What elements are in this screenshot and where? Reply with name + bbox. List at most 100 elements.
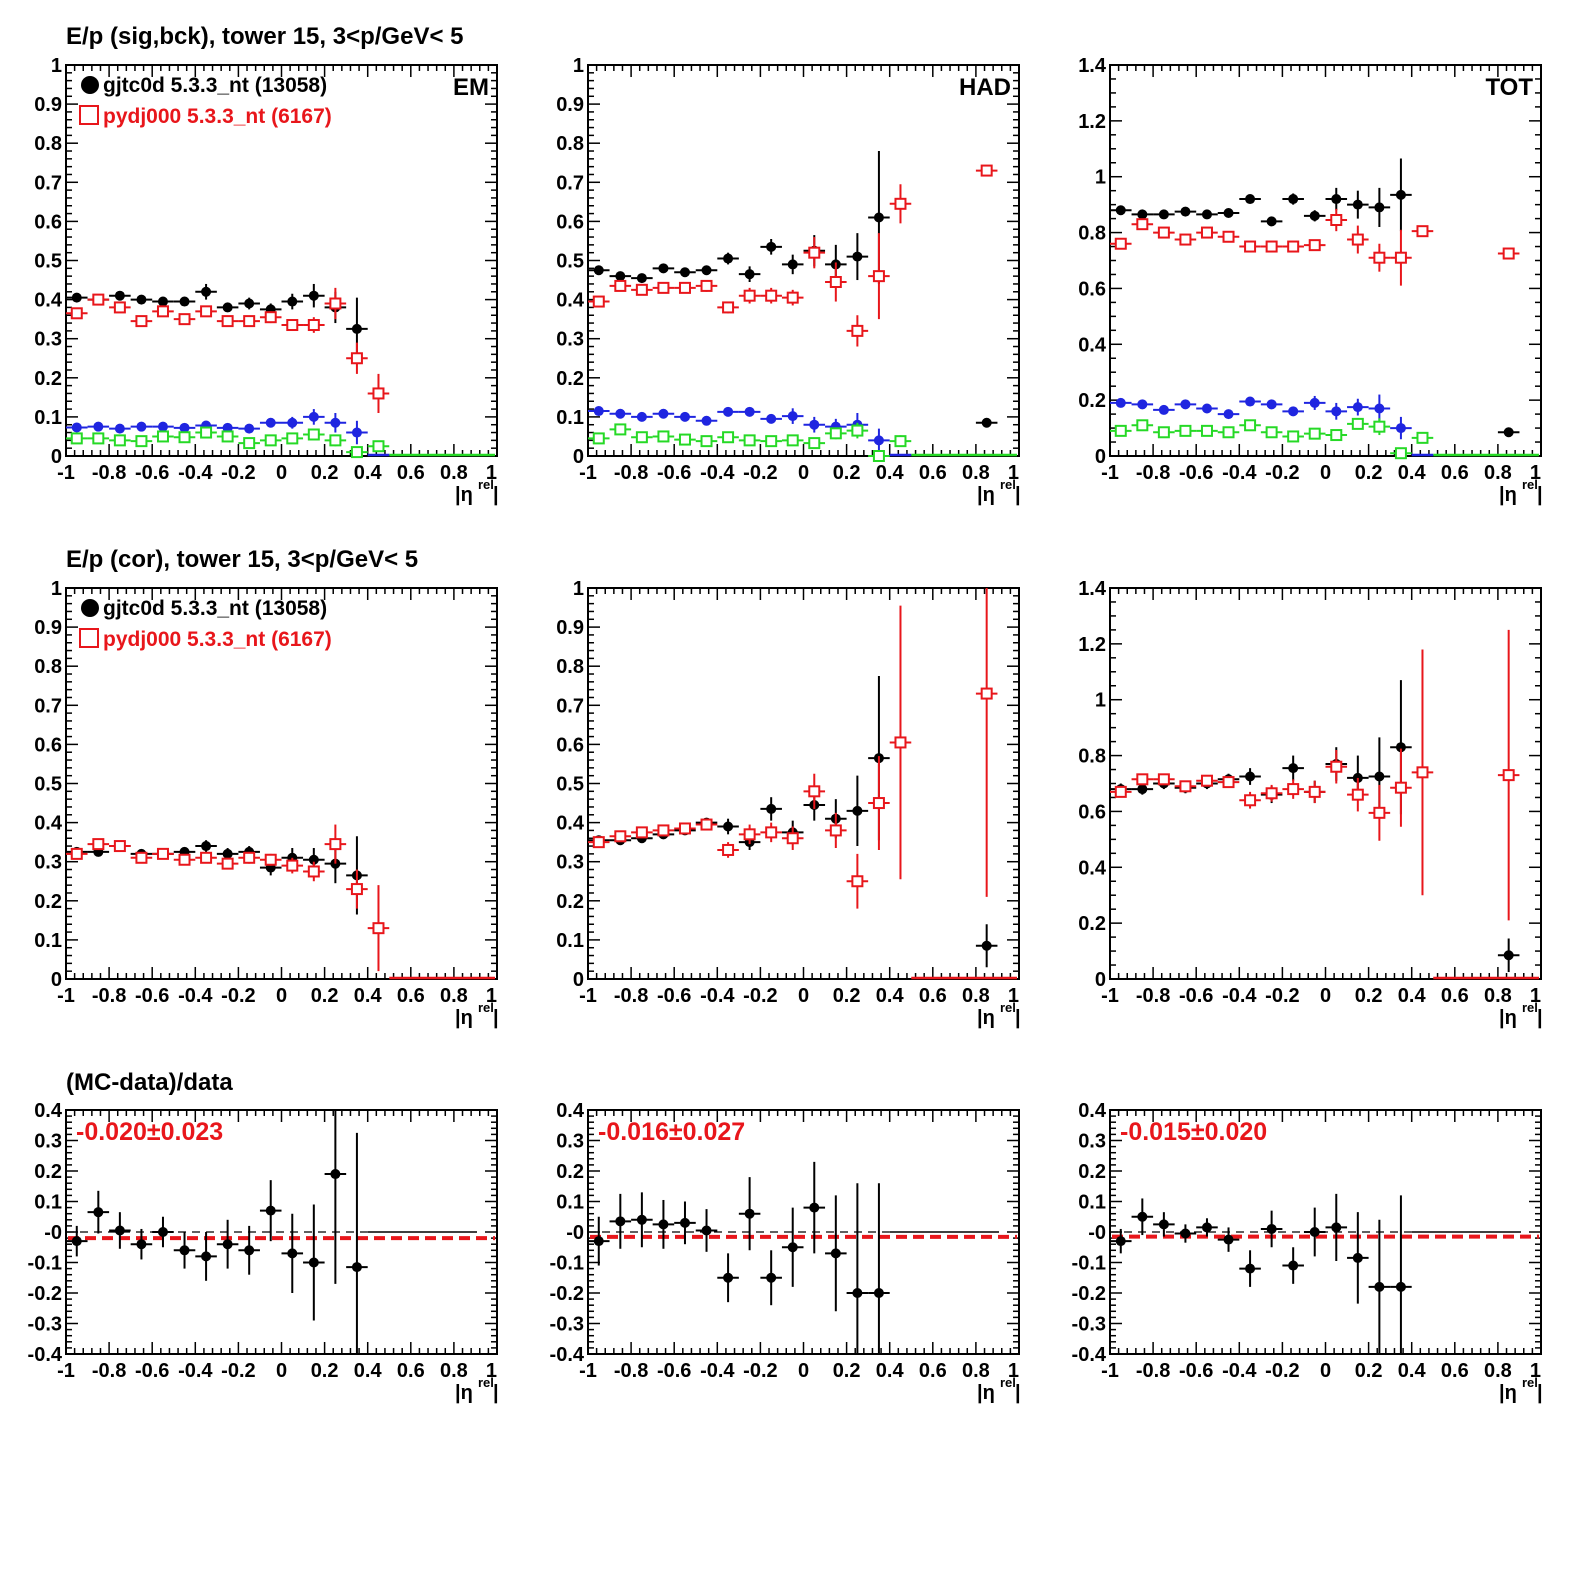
y-tick-label: 0.4	[34, 290, 63, 312]
data-point	[350, 352, 363, 365]
data-point	[308, 854, 319, 865]
data-point	[1265, 240, 1278, 253]
data-point	[1157, 773, 1170, 786]
y-tick-label: 0.8	[34, 133, 62, 155]
x-tick-label: 0.8	[1484, 985, 1512, 1007]
x-tick-label: 0	[1320, 1360, 1331, 1382]
x-tick-label: 0.6	[919, 462, 947, 484]
y-tick-label: 0.2	[556, 1161, 584, 1183]
x-axis-title-sup: rel	[1522, 1000, 1538, 1015]
data-point	[1331, 194, 1342, 205]
y-tick-label: -0.2	[550, 1283, 584, 1305]
x-tick-label: 0.6	[397, 985, 425, 1007]
data-point	[1416, 225, 1429, 238]
data-point	[852, 251, 863, 262]
data-point	[264, 311, 277, 324]
x-tick-label: 0	[798, 1360, 809, 1382]
data-point	[351, 1262, 362, 1273]
data-point	[852, 805, 863, 816]
data-point	[1503, 950, 1514, 961]
y-tick-label: 0.7	[34, 695, 62, 717]
x-axis-title: |η	[977, 1007, 995, 1029]
series-0	[1110, 158, 1520, 438]
x-tick-label: 1	[1008, 1360, 1019, 1382]
data-point	[201, 1251, 212, 1262]
plot-frame	[587, 64, 1020, 457]
data-point	[894, 435, 907, 448]
legend-marker-data	[81, 599, 99, 617]
data-point	[1265, 426, 1278, 439]
y-tick-label: -0.4	[550, 1344, 585, 1366]
legend-label-mc: pydj000 5.3.3_nt (6167)	[103, 105, 332, 128]
x-tick-label: 0.6	[919, 985, 947, 1007]
data-point	[200, 305, 213, 318]
panel-r3c2: -1 -0.8 -0.6 -0.4 -0.2 0 0.2 0.4 0.6 0.8 1 -0.4 -0.3…	[550, 1100, 1021, 1404]
y-tick-label: -0.4	[1072, 1344, 1107, 1366]
y-tick-label: 0.6	[1078, 801, 1106, 823]
x-tick-label: -0.4	[1222, 1360, 1257, 1382]
data-point	[829, 276, 842, 289]
x-axis-title-close: |	[1015, 1007, 1021, 1029]
y-tick-label: 0.5	[34, 251, 62, 273]
x-tick-label: -0.4	[700, 462, 735, 484]
data-point	[894, 197, 907, 210]
data-point	[723, 406, 734, 417]
x-tick-label: 0.6	[1441, 462, 1469, 484]
data-point	[1180, 1228, 1191, 1239]
y-tick-label: -0.3	[28, 1314, 62, 1336]
data-point	[243, 851, 256, 864]
data-point	[700, 435, 713, 448]
data-point	[329, 297, 342, 310]
x-tick-label: -0.2	[1265, 1360, 1299, 1382]
data-point	[743, 289, 756, 302]
x-tick-label: -0.8	[614, 1360, 648, 1382]
data-point	[1374, 771, 1385, 782]
x-tick-label: -0.4	[1222, 462, 1257, 484]
data-point	[700, 818, 713, 831]
data-point	[92, 838, 105, 851]
data-point	[1266, 216, 1277, 227]
x-tick-label: 0.8	[440, 985, 468, 1007]
x-tick-label: 0.8	[1484, 462, 1512, 484]
section-title-sig-bck: E/p (sig,bck), tower 15, 3<p/GeV< 5	[66, 23, 463, 50]
y-tick-label: 0.5	[556, 251, 584, 273]
legend-middle: gjtc0d 5.3.3_nt (13058) pydj000 5.3.3_nt…	[79, 597, 332, 651]
y-tick-label: 0.2	[34, 891, 62, 913]
data-point	[1330, 214, 1343, 227]
data-point	[1351, 233, 1364, 246]
y-tick-label: 0.2	[556, 891, 584, 913]
data-point	[114, 290, 125, 301]
data-point	[1502, 247, 1515, 260]
x-tick-label: -0.4	[1222, 985, 1257, 1007]
data-point	[1137, 784, 1148, 795]
y-tick-label: 0.2	[1078, 1161, 1106, 1183]
data-point	[70, 307, 83, 320]
data-point	[1137, 1211, 1148, 1222]
y-tick-label: 0.4	[556, 813, 585, 835]
series-0	[1110, 680, 1520, 973]
legend-marker-mc	[79, 628, 99, 648]
data-point	[1287, 240, 1300, 253]
data-point	[636, 411, 647, 422]
data-point	[830, 1248, 841, 1259]
data-point	[329, 434, 342, 447]
y-tick-label: 0.5	[556, 774, 584, 796]
x-tick-label: -0.2	[743, 462, 777, 484]
x-tick-label: 0.6	[1441, 1360, 1469, 1382]
x-axis-title-close: |	[493, 484, 499, 506]
data-point	[765, 826, 778, 839]
data-point	[113, 840, 126, 853]
data-point	[1374, 1281, 1385, 1292]
x-tick-label: -0.8	[1136, 462, 1170, 484]
x-tick-label: 0.4	[876, 985, 905, 1007]
x-tick-label: -1	[1101, 985, 1119, 1007]
data-point	[787, 259, 798, 270]
y-tick-label: -0.3	[1072, 1314, 1106, 1336]
y-tick-label: 0.4	[556, 1100, 585, 1122]
x-tick-label: 1	[486, 985, 497, 1007]
data-point	[330, 417, 341, 428]
data-point	[221, 857, 234, 870]
data-point	[636, 273, 647, 284]
y-tick-label: 0	[1095, 969, 1106, 991]
